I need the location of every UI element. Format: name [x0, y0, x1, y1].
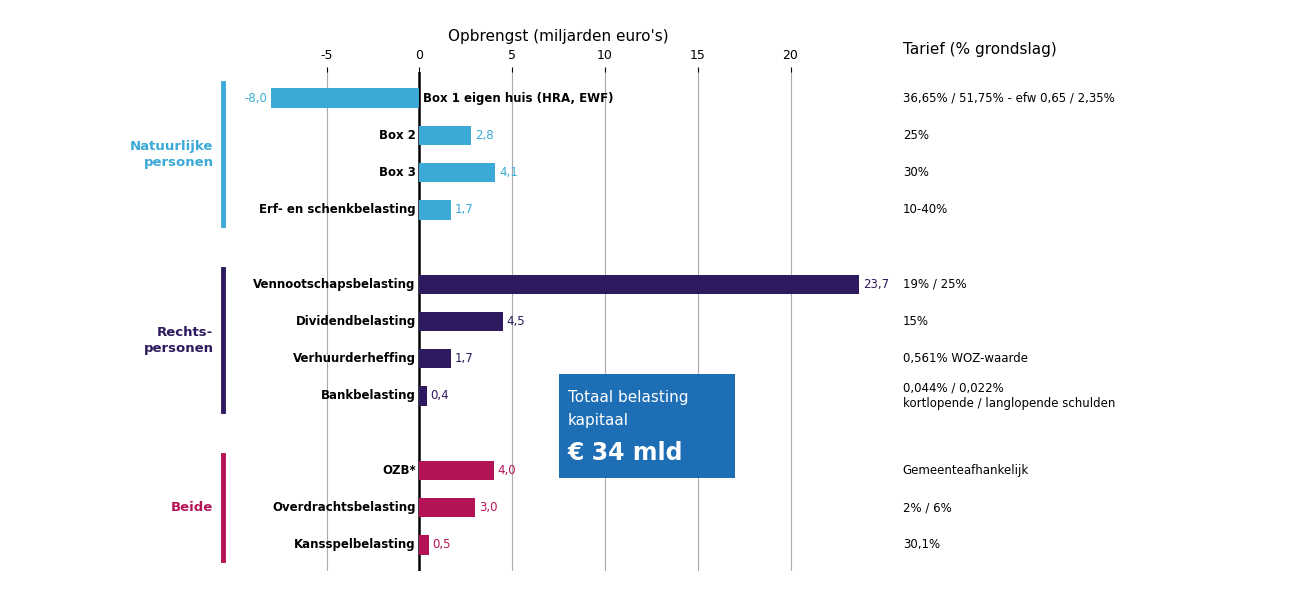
Text: Rechts-
personen: Rechts- personen — [143, 326, 213, 355]
Text: 4,1: 4,1 — [499, 166, 518, 179]
Text: 25%: 25% — [903, 129, 929, 142]
FancyBboxPatch shape — [559, 374, 735, 478]
Text: -8,0: -8,0 — [244, 92, 268, 105]
Text: 19% / 25%: 19% / 25% — [903, 278, 966, 291]
Text: Box 1 eigen huis (HRA, EWF): Box 1 eigen huis (HRA, EWF) — [423, 92, 613, 105]
Bar — [420, 349, 451, 368]
Text: 10-40%: 10-40% — [903, 203, 948, 216]
Text: 36,65% / 51,75% - efw 0,65 / 2,35%: 36,65% / 51,75% - efw 0,65 / 2,35% — [903, 92, 1115, 105]
Text: Overdrachtsbelasting: Overdrachtsbelasting — [273, 501, 416, 514]
Text: 4,0: 4,0 — [498, 464, 516, 477]
Text: 3,0: 3,0 — [479, 501, 498, 514]
Bar — [420, 312, 503, 331]
Text: Vennootschapsbelasting: Vennootschapsbelasting — [253, 278, 416, 291]
Text: € 34 mld: € 34 mld — [568, 441, 683, 465]
Text: Natuurlijke
personen: Natuurlijke personen — [130, 139, 213, 168]
Text: Bankbelasting: Bankbelasting — [321, 389, 416, 403]
Text: Verhuurderheffing: Verhuurderheffing — [292, 352, 416, 365]
Text: Kansspelbelasting: Kansspelbelasting — [294, 538, 416, 551]
Bar — [420, 535, 429, 555]
Bar — [420, 200, 451, 219]
Bar — [420, 163, 495, 182]
Text: 1,7: 1,7 — [455, 352, 473, 365]
Bar — [420, 126, 472, 145]
Text: Box 3: Box 3 — [379, 166, 416, 179]
Bar — [420, 498, 475, 517]
Text: OZB*: OZB* — [382, 464, 416, 477]
Text: 4,5: 4,5 — [507, 315, 525, 328]
Text: 30,1%: 30,1% — [903, 538, 940, 551]
Text: 23,7: 23,7 — [863, 278, 889, 291]
Text: 30%: 30% — [903, 166, 929, 179]
Bar — [420, 461, 494, 480]
Bar — [271, 88, 420, 108]
Text: 2% / 6%: 2% / 6% — [903, 501, 952, 514]
Text: Totaal belasting: Totaal belasting — [568, 391, 688, 406]
Bar — [420, 275, 859, 294]
Text: 0,5: 0,5 — [433, 538, 451, 551]
Text: 15%: 15% — [903, 315, 929, 328]
Text: 0,4: 0,4 — [430, 389, 449, 403]
Text: kapitaal: kapitaal — [568, 413, 629, 428]
Text: 1,7: 1,7 — [455, 203, 473, 216]
Text: Tarief (% grondslag): Tarief (% grondslag) — [903, 42, 1056, 57]
Text: 0,561% WOZ-waarde: 0,561% WOZ-waarde — [903, 352, 1028, 365]
X-axis label: Opbrengst (miljarden euro's): Opbrengst (miljarden euro's) — [448, 29, 669, 44]
Bar — [420, 386, 427, 406]
Text: 2,8: 2,8 — [475, 129, 494, 142]
Text: Gemeenteafhankelijk: Gemeenteafhankelijk — [903, 464, 1029, 477]
Text: 0,044% / 0,022%
kortlopende / langlopende schulden: 0,044% / 0,022% kortlopende / langlopend… — [903, 382, 1115, 410]
Text: Beide: Beide — [171, 501, 213, 514]
Text: Dividendbelasting: Dividendbelasting — [295, 315, 416, 328]
Text: Box 2: Box 2 — [379, 129, 416, 142]
Text: Erf- en schenkbelasting: Erf- en schenkbelasting — [259, 203, 416, 216]
